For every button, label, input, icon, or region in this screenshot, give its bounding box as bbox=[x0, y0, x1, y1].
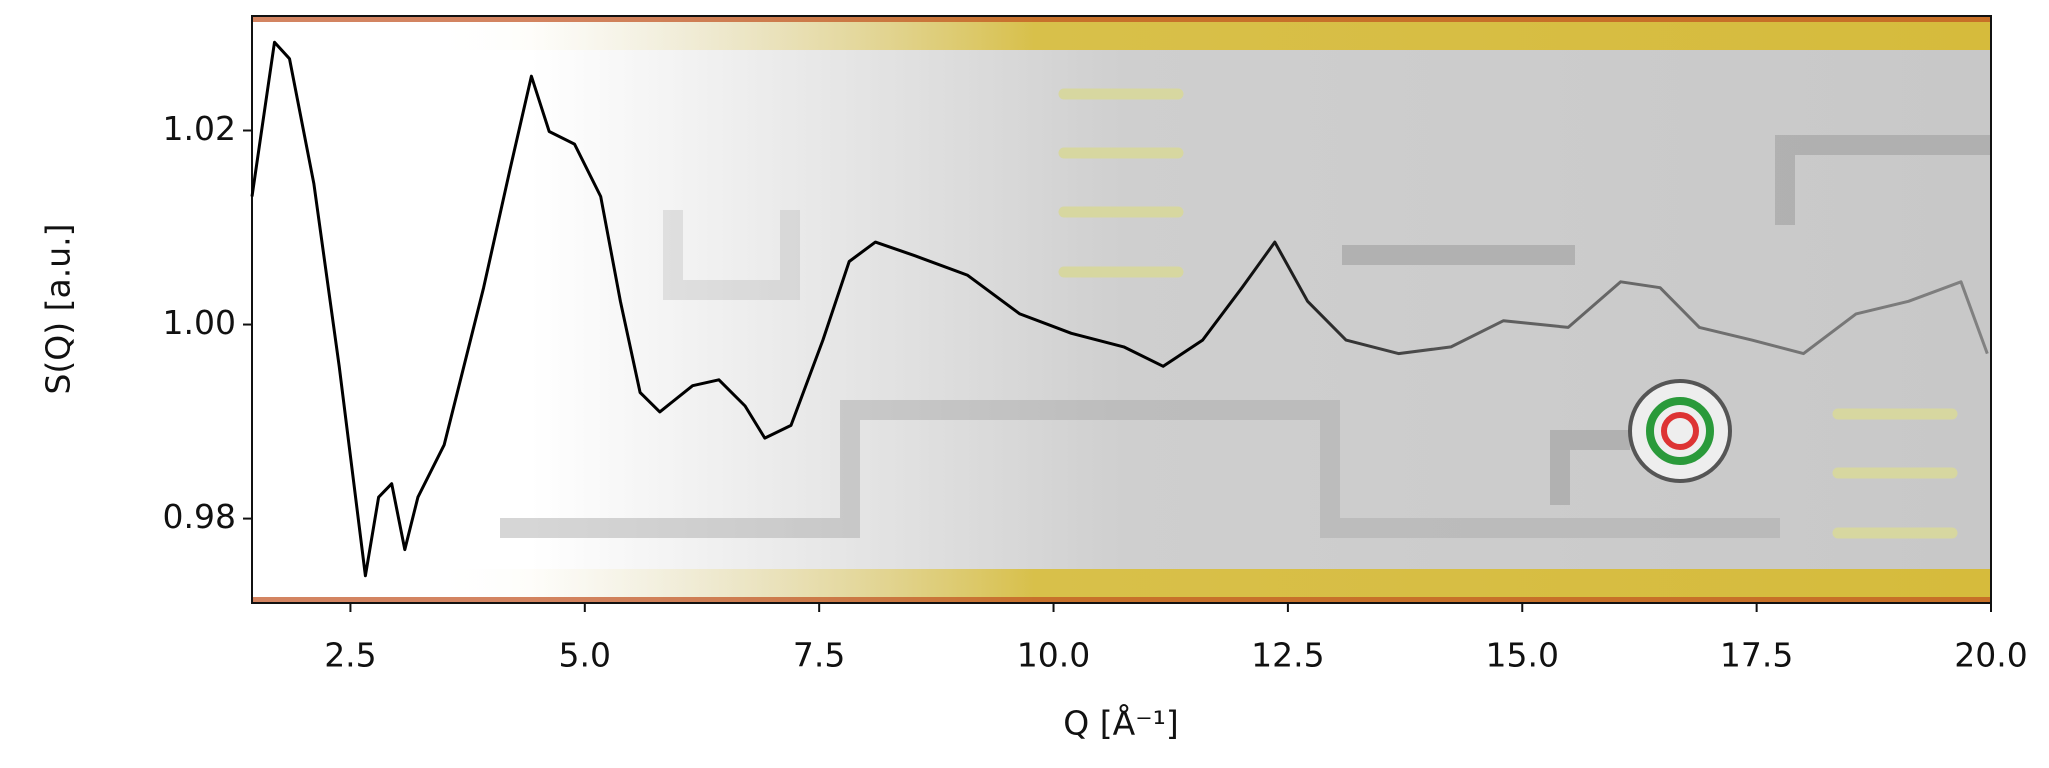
y-tick-label: 1.02 bbox=[163, 109, 236, 148]
x-tick-label: 17.5 bbox=[1720, 636, 1793, 675]
x-tick-label: 5.0 bbox=[559, 636, 611, 675]
y-tick-label: 1.00 bbox=[163, 303, 236, 342]
y-axis-label: S(Q) [a.u.] bbox=[39, 223, 78, 394]
x-tick-label: 15.0 bbox=[1486, 636, 1559, 675]
x-tick-label: 12.5 bbox=[1251, 636, 1324, 675]
x-tick-label: 20.0 bbox=[1954, 636, 2027, 675]
x-axis-label: Q [Å⁻¹] bbox=[1063, 703, 1178, 743]
x-tick-label: 10.0 bbox=[1017, 636, 1090, 675]
y-tick-label: 0.98 bbox=[163, 497, 236, 536]
x-tick-label: 2.5 bbox=[324, 636, 376, 675]
chart: Q [Å⁻¹] S(Q) [a.u.] 2.5 5.0 7.5 10.0 12.5 15.… bbox=[0, 0, 2049, 764]
background-art bbox=[252, 16, 1991, 603]
x-tick-label: 7.5 bbox=[793, 636, 845, 675]
